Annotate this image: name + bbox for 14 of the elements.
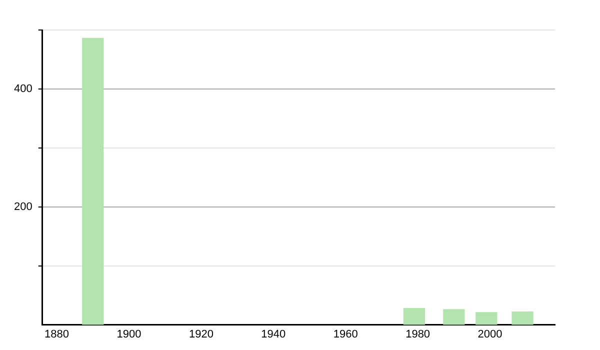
x-tick-label: 1980 (406, 328, 430, 340)
y-tick-label: 200 (14, 200, 32, 213)
bar (403, 308, 426, 325)
y-tick-label: 400 (14, 82, 32, 95)
bar (476, 312, 498, 325)
x-tick-label: 1880 (44, 328, 70, 340)
x-tick-label: 1940 (261, 328, 286, 340)
x-tick-label: 1960 (333, 328, 358, 340)
bar (82, 38, 104, 325)
bar (512, 312, 534, 325)
x-tick-label: 2000 (478, 328, 502, 340)
x-tick-label: 1920 (188, 328, 214, 340)
x-tick-label: 1900 (116, 328, 142, 340)
bar (443, 309, 465, 325)
